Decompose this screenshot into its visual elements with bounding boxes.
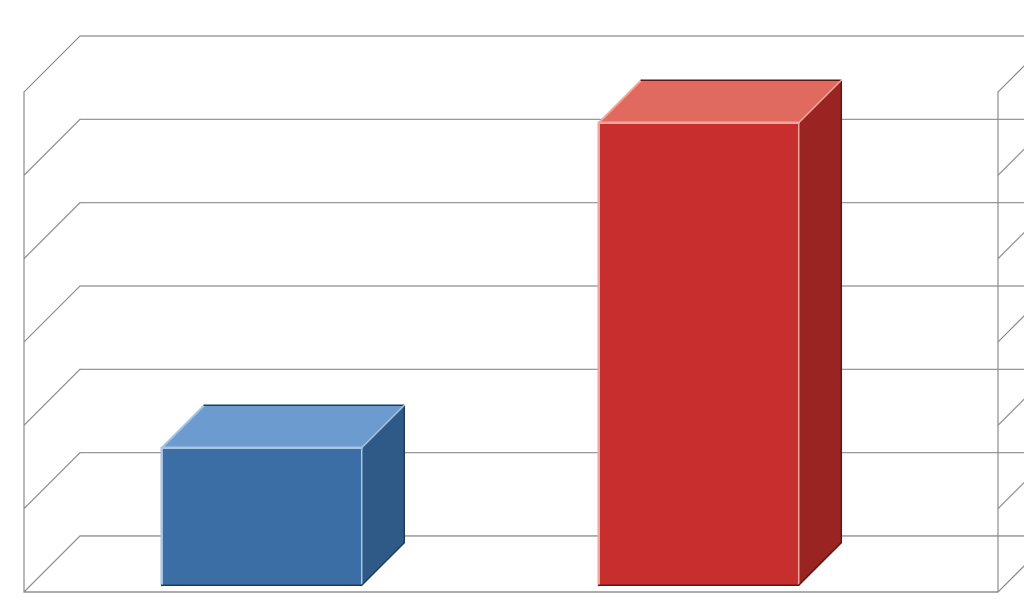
bar-chart-3d — [0, 0, 1024, 602]
bar-1 — [599, 80, 842, 585]
bar-0 — [162, 405, 405, 585]
chart-svg — [0, 0, 1024, 602]
